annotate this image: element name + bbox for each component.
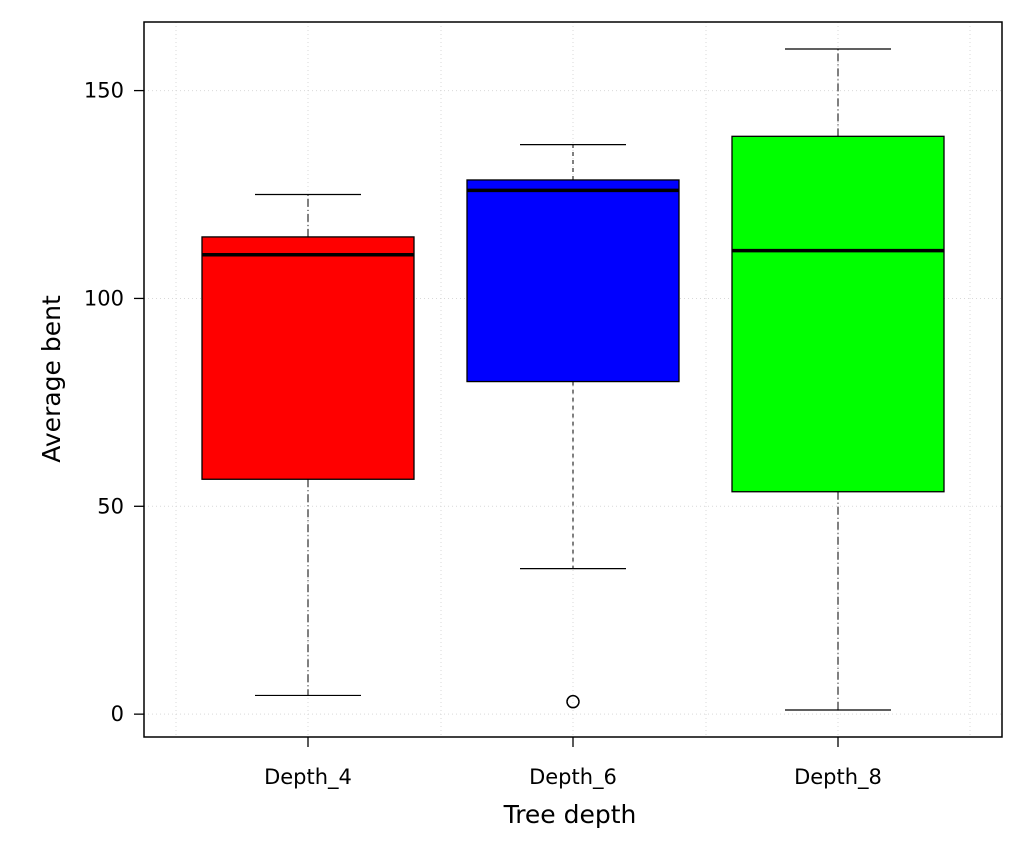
y-tick-label: 50 (97, 494, 124, 518)
x-tick-label: Depth_8 (794, 765, 882, 790)
x-tick-label: Depth_6 (529, 765, 617, 790)
boxes (201, 48, 945, 711)
y-axis-title: Average bent (37, 295, 66, 463)
x-axis-title: Tree depth (503, 800, 637, 829)
outlier-point (566, 694, 580, 709)
iqr-box (201, 236, 415, 480)
x-axis: Depth_4 Depth_6 Depth_8 (264, 737, 882, 790)
box-group-depth-4 (201, 193, 415, 697)
iqr-box (731, 135, 945, 493)
y-tick-label: 150 (84, 79, 124, 103)
iqr-box (466, 179, 680, 383)
x-tick-label: Depth_4 (264, 765, 352, 790)
y-tick-label: 0 (111, 702, 124, 726)
box-group-depth-6 (466, 144, 680, 709)
y-axis: 0 50 100 150 (84, 79, 144, 726)
box-group-depth-8 (731, 48, 945, 711)
y-tick-label: 100 (84, 286, 124, 310)
